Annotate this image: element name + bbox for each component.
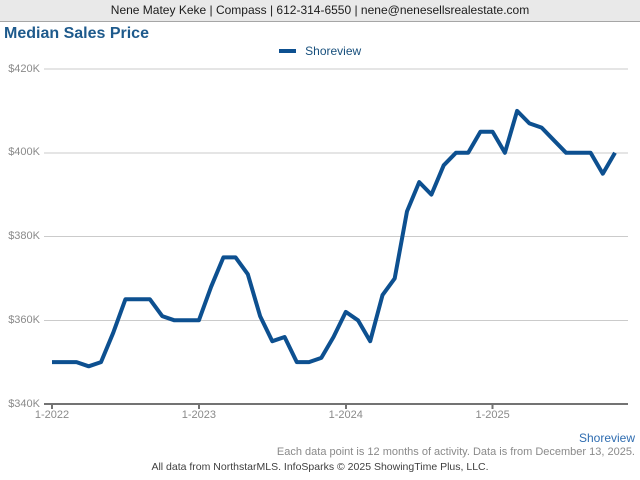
- x-axis-label: 1-2023: [181, 409, 216, 421]
- chart-area: $340K $360K $380K $400K $420K 1-2022 1-2023 1-2…: [0, 0, 640, 430]
- y-axis-label: $340K: [8, 397, 40, 410]
- x-axis-label: 1-2025: [475, 409, 510, 421]
- price-line-chart[interactable]: [0, 0, 640, 430]
- y-axis-label: $380K: [8, 230, 40, 242]
- x-axis-label: 1-2022: [34, 409, 70, 421]
- legend-label: Shoreview: [305, 44, 362, 58]
- attribution: All data from NorthstarMLS. InfoSparks ©…: [151, 461, 489, 473]
- y-axis-label: $360K: [8, 313, 40, 326]
- x-axis-label: 1-2024: [328, 409, 363, 421]
- page-title: Median Sales Price: [4, 25, 149, 42]
- legend-line-swatch: [278, 48, 296, 53]
- y-axis-label: $420K: [8, 62, 40, 75]
- series-link-shoreview[interactable]: Shoreview: [578, 431, 635, 445]
- contact-banner: Nene Matey Keke | Compass | 612-314-6550…: [0, 0, 640, 22]
- y-axis-label: $400K: [8, 146, 40, 159]
- chart-legend: Shoreview: [0, 44, 640, 58]
- contact-line: Nene Matey Keke | Compass | 612-314-6550…: [110, 3, 530, 17]
- shoreview-series-line[interactable]: [52, 108, 617, 369]
- data-note: Each data point is 12 months of activity…: [276, 446, 635, 458]
